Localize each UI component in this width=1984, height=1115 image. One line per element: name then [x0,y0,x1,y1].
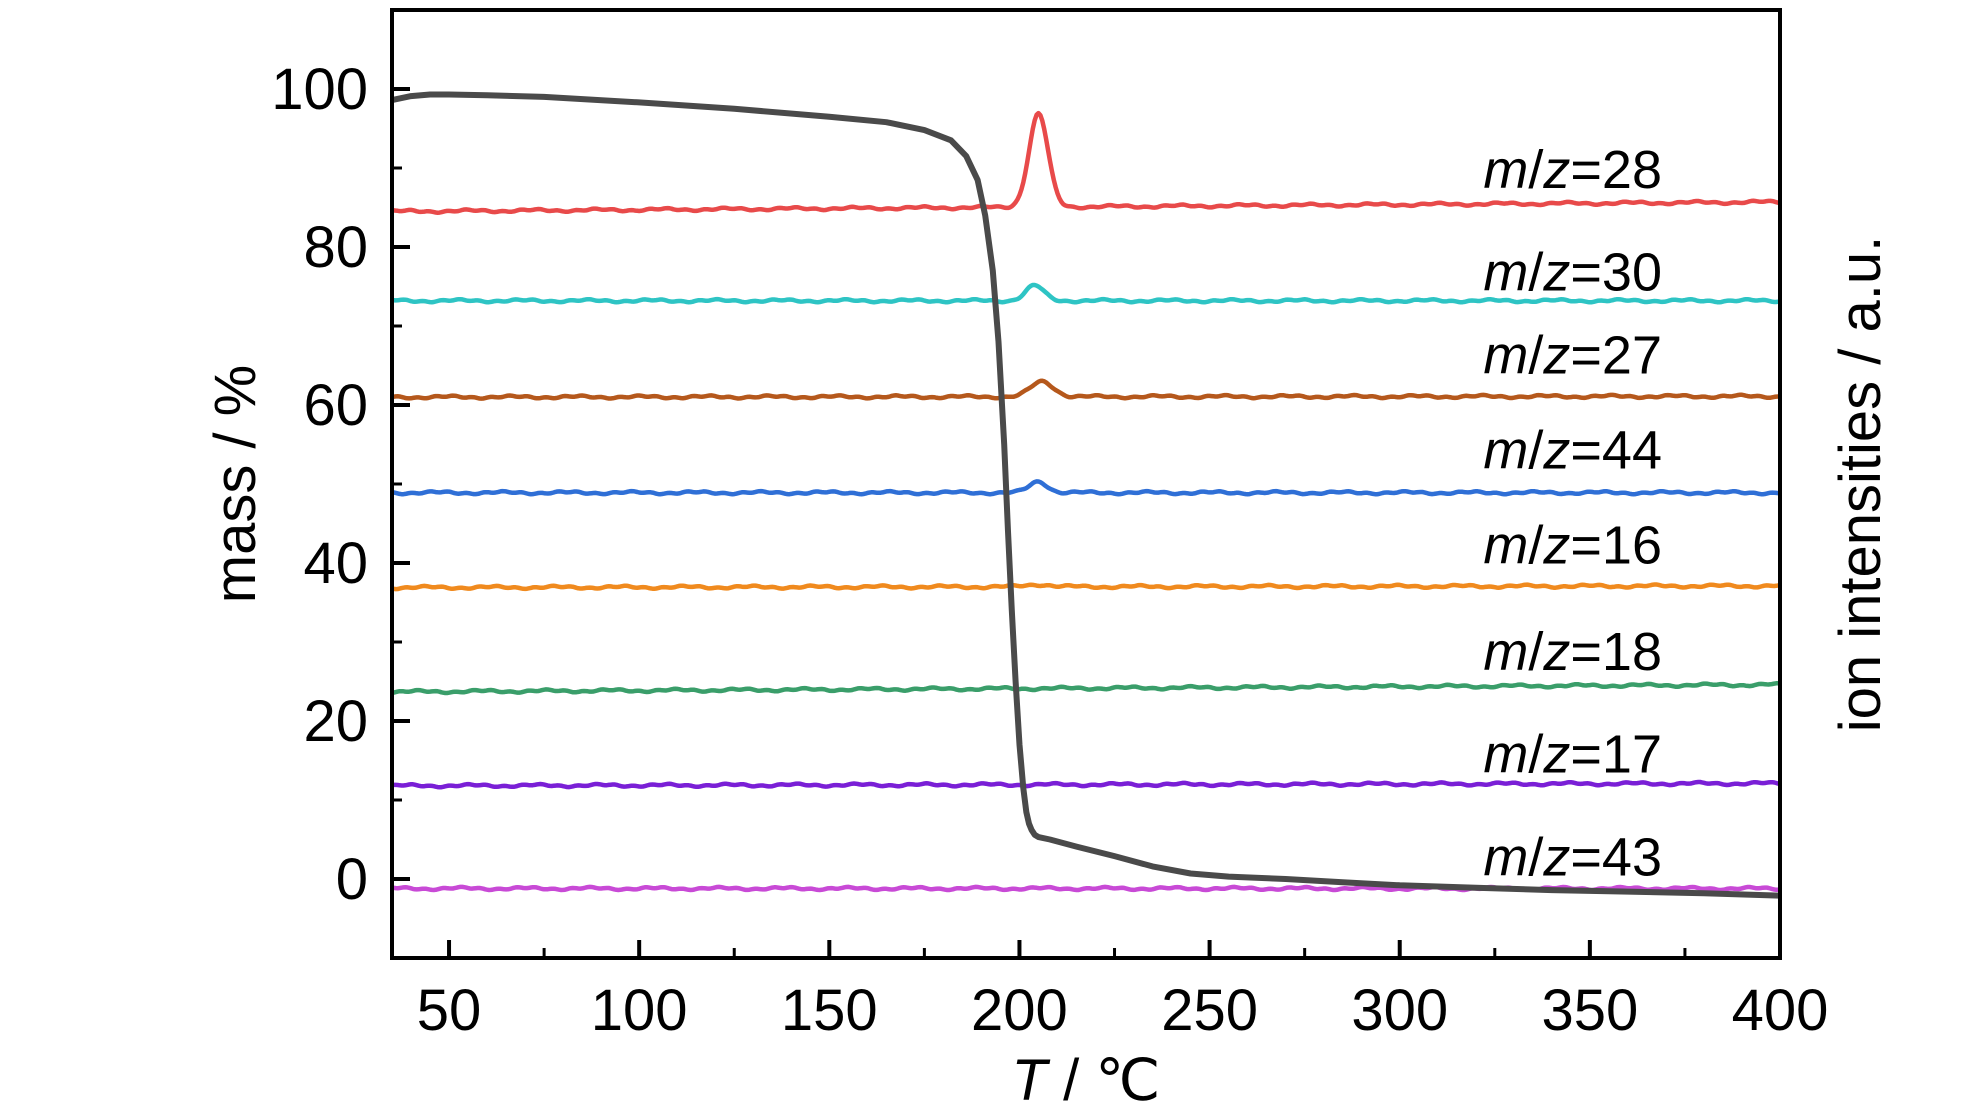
x-tick-label: 150 [781,978,878,1043]
series-label-m: m [1483,140,1528,200]
series-label-slash: / [1528,725,1543,785]
y-axis-title: mass / % [203,365,268,604]
y-tick-label: 40 [303,531,368,596]
series-label-slash: / [1528,827,1543,887]
series-label-value: =16 [1570,515,1662,575]
series-label-value: =28 [1570,140,1662,200]
series-label-z: z [1542,326,1570,386]
series-label-z: z [1542,725,1570,785]
series-label-slash: / [1528,622,1543,682]
series-label: m/z=27 [1483,326,1662,386]
x-axis-title-var: T [1012,1048,1051,1110]
series-label-value: =27 [1570,326,1662,386]
x-tick-label: 400 [1732,978,1829,1043]
labels-layer: m/z=28m/z=30m/z=27m/z=44m/z=16m/z=18m/z=… [1483,140,1662,887]
ion-series-line [391,110,1781,215]
series-label-value: =43 [1570,827,1662,887]
series-label-m: m [1483,622,1528,682]
mass-series-line [391,91,1781,899]
series-label: m/z=44 [1483,420,1662,480]
series-label-value: =17 [1570,725,1662,785]
series-label-z: z [1542,420,1570,480]
series-label-slash: / [1528,243,1543,303]
series-label-slash: / [1528,420,1543,480]
series-label-z: z [1542,827,1570,887]
series-label: m/z=17 [1483,725,1662,785]
series-label-value: =44 [1570,420,1662,480]
x-tick-label: 100 [591,978,688,1043]
y-tick-label: 80 [303,215,368,280]
y-axis-title-right: ion intensities / a.u. [1828,236,1893,733]
series-label-m: m [1483,326,1528,386]
y-tick-label: 20 [303,689,368,754]
series-label-z: z [1542,622,1570,682]
x-tick-label: 50 [417,978,482,1043]
series-label-slash: / [1528,515,1543,575]
series-label: m/z=16 [1483,515,1662,575]
ion-series-line [391,479,1781,497]
ion-series-line [391,378,1781,401]
series-label-z: z [1542,140,1570,200]
series-label-m: m [1483,827,1528,887]
y-tick-label: 0 [336,847,368,912]
ion-series-line [391,680,1781,696]
series-label: m/z=30 [1483,243,1662,303]
x-tick-label: 350 [1541,978,1638,1043]
series-label-z: z [1542,515,1570,575]
y-tick-label: 100 [271,57,368,122]
series-label-m: m [1483,243,1528,303]
series-label-m: m [1483,725,1528,785]
x-tick-label: 300 [1351,978,1448,1043]
ion-series-line [391,282,1781,305]
series-label: m/z=43 [1483,827,1662,887]
ticks-layer: 50 100 150 200 250 300 350 400 0 20 40 60 80 100 [271,57,1828,1043]
x-axis-title-unit: / ℃ [1047,1048,1160,1110]
series-label-z: z [1542,243,1570,303]
series-layer [391,91,1781,899]
series-label: m/z=18 [1483,622,1662,682]
series-label-value: =30 [1570,243,1662,303]
series-label-value: =18 [1570,622,1662,682]
ion-series-line [391,582,1781,592]
x-tick-label: 250 [1161,978,1258,1043]
y-tick-label: 60 [303,373,368,438]
series-label-m: m [1483,420,1528,480]
x-tick-label: 200 [971,978,1068,1043]
ion-series-line [391,779,1781,790]
x-axis-title: T / ℃ [1012,1048,1161,1110]
series-label-slash: / [1528,326,1543,386]
series-label: m/z=28 [1483,140,1662,200]
series-label-m: m [1483,515,1528,575]
series-label-slash: / [1528,140,1543,200]
